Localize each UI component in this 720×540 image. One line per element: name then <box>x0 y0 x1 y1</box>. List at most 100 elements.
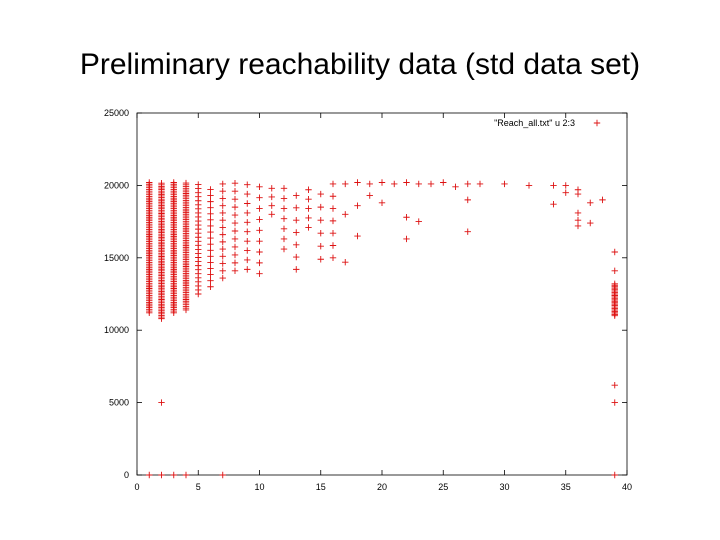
data-point <box>574 186 582 193</box>
data-point <box>464 196 471 204</box>
data-point <box>415 218 422 225</box>
data-point <box>354 179 361 186</box>
data-point <box>293 216 300 224</box>
data-point <box>611 267 618 275</box>
data-point <box>293 192 300 199</box>
x-tick-label: 5 <box>196 482 201 492</box>
data-point <box>550 201 557 208</box>
data-point <box>378 199 386 206</box>
data-point <box>305 224 312 231</box>
data-point <box>574 209 582 217</box>
data-point <box>280 235 288 243</box>
data-point <box>280 225 288 233</box>
x-tick-label: 0 <box>134 482 139 492</box>
data-point <box>317 216 324 224</box>
data-point <box>464 228 471 235</box>
data-point <box>293 241 300 248</box>
data-point <box>611 382 618 389</box>
legend-marker-plus <box>593 119 601 127</box>
x-tick-label: 15 <box>316 482 326 492</box>
data-point <box>158 399 165 406</box>
data-point <box>403 235 410 243</box>
x-tick-label: 20 <box>377 482 387 492</box>
data-point <box>550 182 557 189</box>
x-tick-label: 35 <box>561 482 571 492</box>
data-point <box>329 217 337 225</box>
data-point <box>207 271 214 278</box>
data-point <box>207 222 214 230</box>
data-point <box>219 180 226 188</box>
data-point <box>207 192 214 199</box>
data-point <box>403 214 410 221</box>
data-point <box>231 235 239 243</box>
data-point <box>501 180 508 188</box>
data-point <box>207 247 214 254</box>
data-point <box>366 192 373 199</box>
axis-ticks: 0 5 10 15 20 25 30 35 40 0 5000 10000 15000 20000 2500… <box>104 108 632 492</box>
data-point <box>207 277 214 284</box>
data-point <box>280 245 288 253</box>
data-point <box>268 185 275 192</box>
x-tick-label: 25 <box>438 482 448 492</box>
data-point <box>280 195 288 202</box>
x-tick-label: 30 <box>499 482 509 492</box>
data-point <box>562 182 569 189</box>
data-point <box>476 180 484 188</box>
slide-title: Preliminary reachability data (std data … <box>79 48 641 81</box>
data-point <box>244 209 251 217</box>
data-point <box>219 202 226 209</box>
data-point <box>403 179 410 186</box>
data-point <box>207 259 214 266</box>
data-point <box>182 471 190 479</box>
data-point <box>268 211 275 218</box>
legend: "Reach_all.txt" u 2:3 <box>494 118 601 128</box>
data-point <box>611 311 618 318</box>
data-point <box>574 216 582 224</box>
data-point <box>207 265 214 272</box>
data-point <box>415 180 422 188</box>
data-point <box>342 180 349 188</box>
data-point <box>231 259 239 267</box>
data-point <box>329 193 337 200</box>
data-point <box>207 216 214 224</box>
data-point <box>574 222 582 230</box>
data-point <box>207 204 214 211</box>
data-point <box>317 203 324 211</box>
data-point <box>231 195 239 203</box>
data-point <box>244 237 251 245</box>
x-tick-label: 10 <box>254 482 264 492</box>
data-point <box>158 180 165 187</box>
data-point <box>280 215 288 222</box>
data-point <box>219 195 226 202</box>
y-tick-label: 5000 <box>109 398 129 408</box>
data-point <box>231 251 239 259</box>
data-point <box>170 471 177 479</box>
data-point <box>195 181 202 188</box>
data-point <box>293 204 300 212</box>
data-point <box>219 187 226 195</box>
plot-frame <box>136 112 628 476</box>
data-point <box>256 216 263 223</box>
data-point <box>599 196 606 204</box>
data-point <box>268 202 275 209</box>
data-point <box>329 254 337 261</box>
y-tick-label: 0 <box>124 470 129 480</box>
data-point <box>207 234 214 242</box>
data-point <box>305 186 312 193</box>
data-point <box>256 227 263 234</box>
data-point <box>611 248 618 256</box>
data-point <box>342 211 349 218</box>
data-point <box>611 399 618 406</box>
data-point <box>219 245 226 253</box>
data-point <box>378 179 386 186</box>
data-point <box>231 243 239 251</box>
data-point <box>219 224 226 231</box>
data-point <box>244 228 251 235</box>
data-point <box>305 214 312 222</box>
data-point <box>280 205 288 212</box>
data-point <box>219 274 226 282</box>
data-point <box>427 180 435 188</box>
legend-marker <box>593 119 601 127</box>
data-point <box>366 180 373 188</box>
